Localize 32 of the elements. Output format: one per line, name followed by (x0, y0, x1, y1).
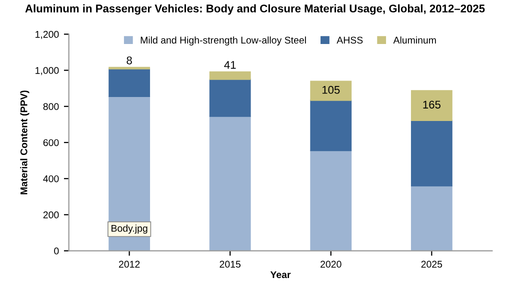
x-tick-label: 2012 (119, 260, 140, 268)
bar (209, 71, 251, 80)
bar (209, 78, 251, 117)
legend-label: Aluminum (393, 36, 436, 44)
y-tick-label: 1,200 (36, 30, 59, 39)
y-tick-label: 0 (54, 248, 59, 254)
x-tick-label: 2015 (220, 260, 241, 268)
y-axis-title: Material Content (PPV) (20, 90, 30, 194)
legend-label: AHSS (336, 36, 363, 44)
bar (410, 120, 452, 186)
y-tick-label: 800 (43, 103, 59, 110)
x-axis-title: Year (270, 271, 291, 278)
bar (310, 100, 352, 152)
bar (410, 185, 452, 251)
chart-title: Aluminum in Passenger Vehicles: Body and Closure Material Usage, Global, 2012–2025 (25, 4, 485, 15)
annotation: Body.jpg (112, 224, 148, 234)
bar (310, 80, 352, 101)
x-tick-label: 2025 (421, 260, 442, 268)
legend-label: Mild and High-strength Low-alloy Steel (140, 36, 306, 46)
y-tick-label: 1,000 (36, 67, 59, 76)
y-tick-label: 400 (43, 175, 59, 182)
x-tick-label: 2020 (320, 260, 342, 268)
bar (108, 68, 150, 98)
bar (310, 150, 352, 251)
data-label: 41 (224, 61, 236, 69)
y-tick-label: 200 (43, 211, 59, 218)
data-label: 105 (322, 86, 340, 94)
y-tick-label: 600 (43, 139, 59, 146)
data-label: 165 (423, 100, 440, 109)
bar (209, 116, 251, 251)
data-label: 8 (126, 56, 132, 64)
bar (410, 90, 452, 122)
